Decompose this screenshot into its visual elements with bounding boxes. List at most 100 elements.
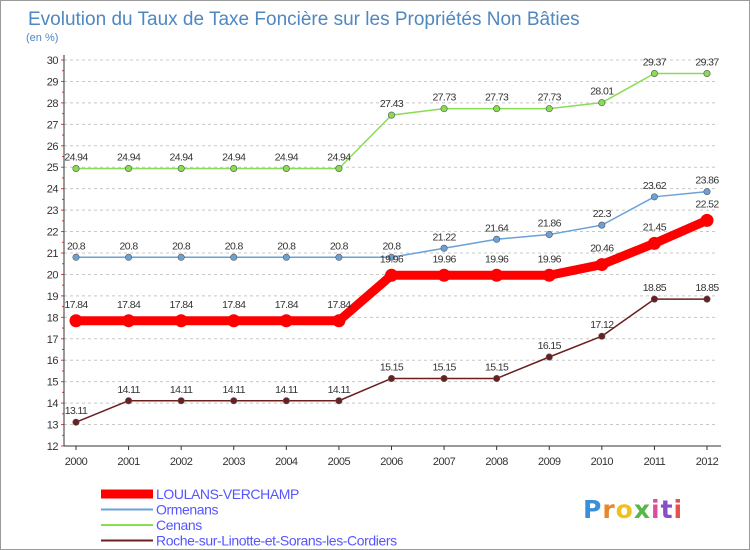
data-point (703, 70, 711, 78)
series-layer (69, 70, 714, 426)
series-3 (72, 295, 711, 426)
data-label: 24.94 (117, 152, 141, 164)
data-point (650, 193, 658, 201)
y-axis-unit-label: (en %) (26, 32, 58, 44)
data-point (335, 253, 343, 261)
data-label: 22.52 (695, 198, 719, 210)
data-label: 28.01 (590, 86, 614, 98)
x-tick-label: 2004 (275, 456, 298, 468)
y-tick-label: 27 (47, 119, 59, 131)
y-tick-label: 19 (47, 291, 59, 303)
x-tick-label: 2009 (538, 456, 561, 468)
chart-title: Evolution du Taux de Taxe Foncière sur l… (28, 9, 580, 30)
data-point (227, 314, 241, 328)
x-tick-label: 2005 (328, 456, 351, 468)
data-point (700, 213, 714, 227)
data-point (440, 105, 448, 113)
y-tick-label: 26 (47, 141, 59, 153)
data-label: 27.73 (485, 92, 509, 104)
data-label: 17.84 (275, 299, 299, 311)
data-point (72, 165, 80, 173)
data-label: 15.15 (380, 361, 404, 373)
data-point (72, 253, 80, 261)
data-label: 16.15 (538, 340, 562, 352)
data-label: 17.84 (64, 299, 88, 311)
data-point (174, 314, 188, 328)
data-label: 21.45 (643, 221, 667, 233)
data-label: 22.3 (593, 208, 612, 220)
data-point (545, 105, 553, 113)
data-label: 23.62 (643, 180, 667, 192)
data-label: 14.11 (328, 384, 351, 396)
data-point (545, 353, 553, 361)
y-tick-label: 29 (47, 76, 59, 88)
y-tick-label: 17 (47, 334, 59, 346)
y-tick-label: 23 (47, 205, 59, 217)
data-label: 14.11 (170, 384, 193, 396)
data-point (493, 374, 501, 382)
axis-layer: 12 13 14 15 16 17 18 19 20 21 22 23 24 25 26 27 28 29 30 20… (47, 55, 721, 468)
data-point (230, 165, 238, 173)
data-point (385, 268, 398, 282)
series-2 (72, 70, 711, 173)
logo-letter: i (674, 495, 684, 524)
proxiti-logo: Proxiti (583, 495, 683, 524)
data-point (703, 295, 711, 303)
data-label-layer: 24.94 24.94 24.94 24.94 24.94 24.94 27.43 27.73… (64, 57, 720, 418)
data-label: 17.84 (117, 299, 141, 311)
y-tick-label: 15 (47, 377, 59, 389)
x-tick-label: 2006 (380, 456, 403, 468)
data-label: 23.86 (695, 175, 719, 187)
data-point (650, 70, 658, 78)
logo-letter: x (634, 495, 651, 524)
data-point (387, 374, 395, 382)
data-label: 21.22 (432, 231, 456, 243)
legend-label: Roche-sur-Linotte-et-Sorans-les-Cordiers (156, 533, 397, 549)
logo-letter: i (651, 495, 661, 524)
data-point (282, 253, 290, 261)
data-label: 24.94 (222, 152, 246, 164)
x-tick-label: 2007 (433, 456, 456, 468)
logo-letter: r (602, 495, 615, 524)
y-tick-label: 12 (47, 441, 59, 453)
data-label: 17.84 (327, 299, 351, 311)
proxiti-logo-text: Proxiti (583, 495, 683, 524)
data-label: 14.11 (275, 384, 298, 396)
data-point (282, 165, 290, 173)
data-point (177, 165, 185, 173)
logo-letter: o (616, 495, 634, 524)
data-point (493, 235, 501, 243)
data-label: 17.84 (222, 299, 246, 311)
data-point (387, 253, 395, 261)
data-label: 15.15 (432, 361, 456, 373)
data-label: 20.8 (67, 240, 86, 252)
x-tick-label: 2012 (696, 456, 719, 468)
data-point (279, 314, 293, 328)
data-label: 29.37 (643, 57, 667, 69)
data-point (177, 253, 185, 261)
data-label: 18.85 (643, 282, 667, 294)
data-point (598, 221, 606, 229)
data-point (650, 295, 658, 303)
x-tick-label: 2010 (591, 456, 614, 468)
data-point (335, 165, 343, 173)
y-tick-label: 24 (47, 184, 59, 196)
data-point (230, 397, 238, 405)
data-point (598, 99, 606, 107)
data-point (493, 105, 501, 113)
data-label: 27.73 (538, 92, 562, 104)
x-tick-label: 2003 (223, 456, 246, 468)
data-label: 21.64 (485, 222, 509, 234)
data-label: 24.94 (327, 152, 351, 164)
logo-letter: t (661, 495, 674, 524)
legend-label: LOULANS-VERCHAMP (156, 486, 299, 502)
x-tick-label: 2001 (117, 456, 140, 468)
data-label: 19.96 (432, 253, 456, 265)
y-tick-label: 25 (47, 162, 59, 174)
data-point (282, 397, 290, 405)
data-label: 19.96 (538, 253, 562, 265)
data-label: 17.84 (170, 299, 194, 311)
data-point (490, 268, 504, 282)
data-label: 20.8 (277, 240, 296, 252)
data-point (437, 268, 451, 282)
